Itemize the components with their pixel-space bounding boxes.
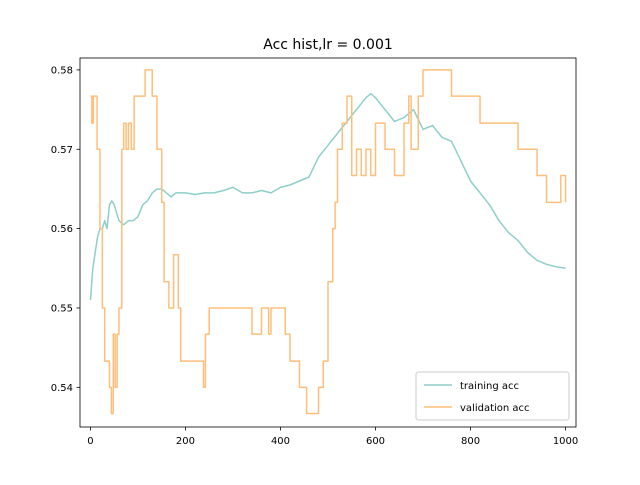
series-layer xyxy=(89,69,567,415)
y-tick-label: 0.54 xyxy=(51,383,73,394)
x-tick-label: 1000 xyxy=(553,436,578,447)
legend-label: training acc xyxy=(460,381,519,392)
series-line-validation-acc xyxy=(90,69,567,415)
chart-title: Acc hist,lr = 0.001 xyxy=(263,37,393,53)
series-line-training-acc xyxy=(89,92,566,301)
x-tick-label: 200 xyxy=(176,436,195,447)
x-tick-label: 600 xyxy=(366,436,385,447)
x-tick-label: 0 xyxy=(87,436,93,447)
legend-label: validation acc xyxy=(460,403,530,414)
y-tick-label: 0.57 xyxy=(51,145,73,156)
y-tick-label: 0.56 xyxy=(51,224,73,235)
legend-box xyxy=(415,371,570,421)
x-tick-label: 400 xyxy=(271,436,290,447)
x-tick-label: 800 xyxy=(461,436,480,447)
y-tick-label: 0.55 xyxy=(51,303,73,314)
plot-frame xyxy=(79,57,577,428)
axes-layer: 0 200 400 600 800 1000 0.54 0.55 0.56 0.57 0.58 xyxy=(51,57,578,447)
y-tick-label: 0.58 xyxy=(51,65,73,76)
legend: training acc validation acc xyxy=(415,371,570,421)
